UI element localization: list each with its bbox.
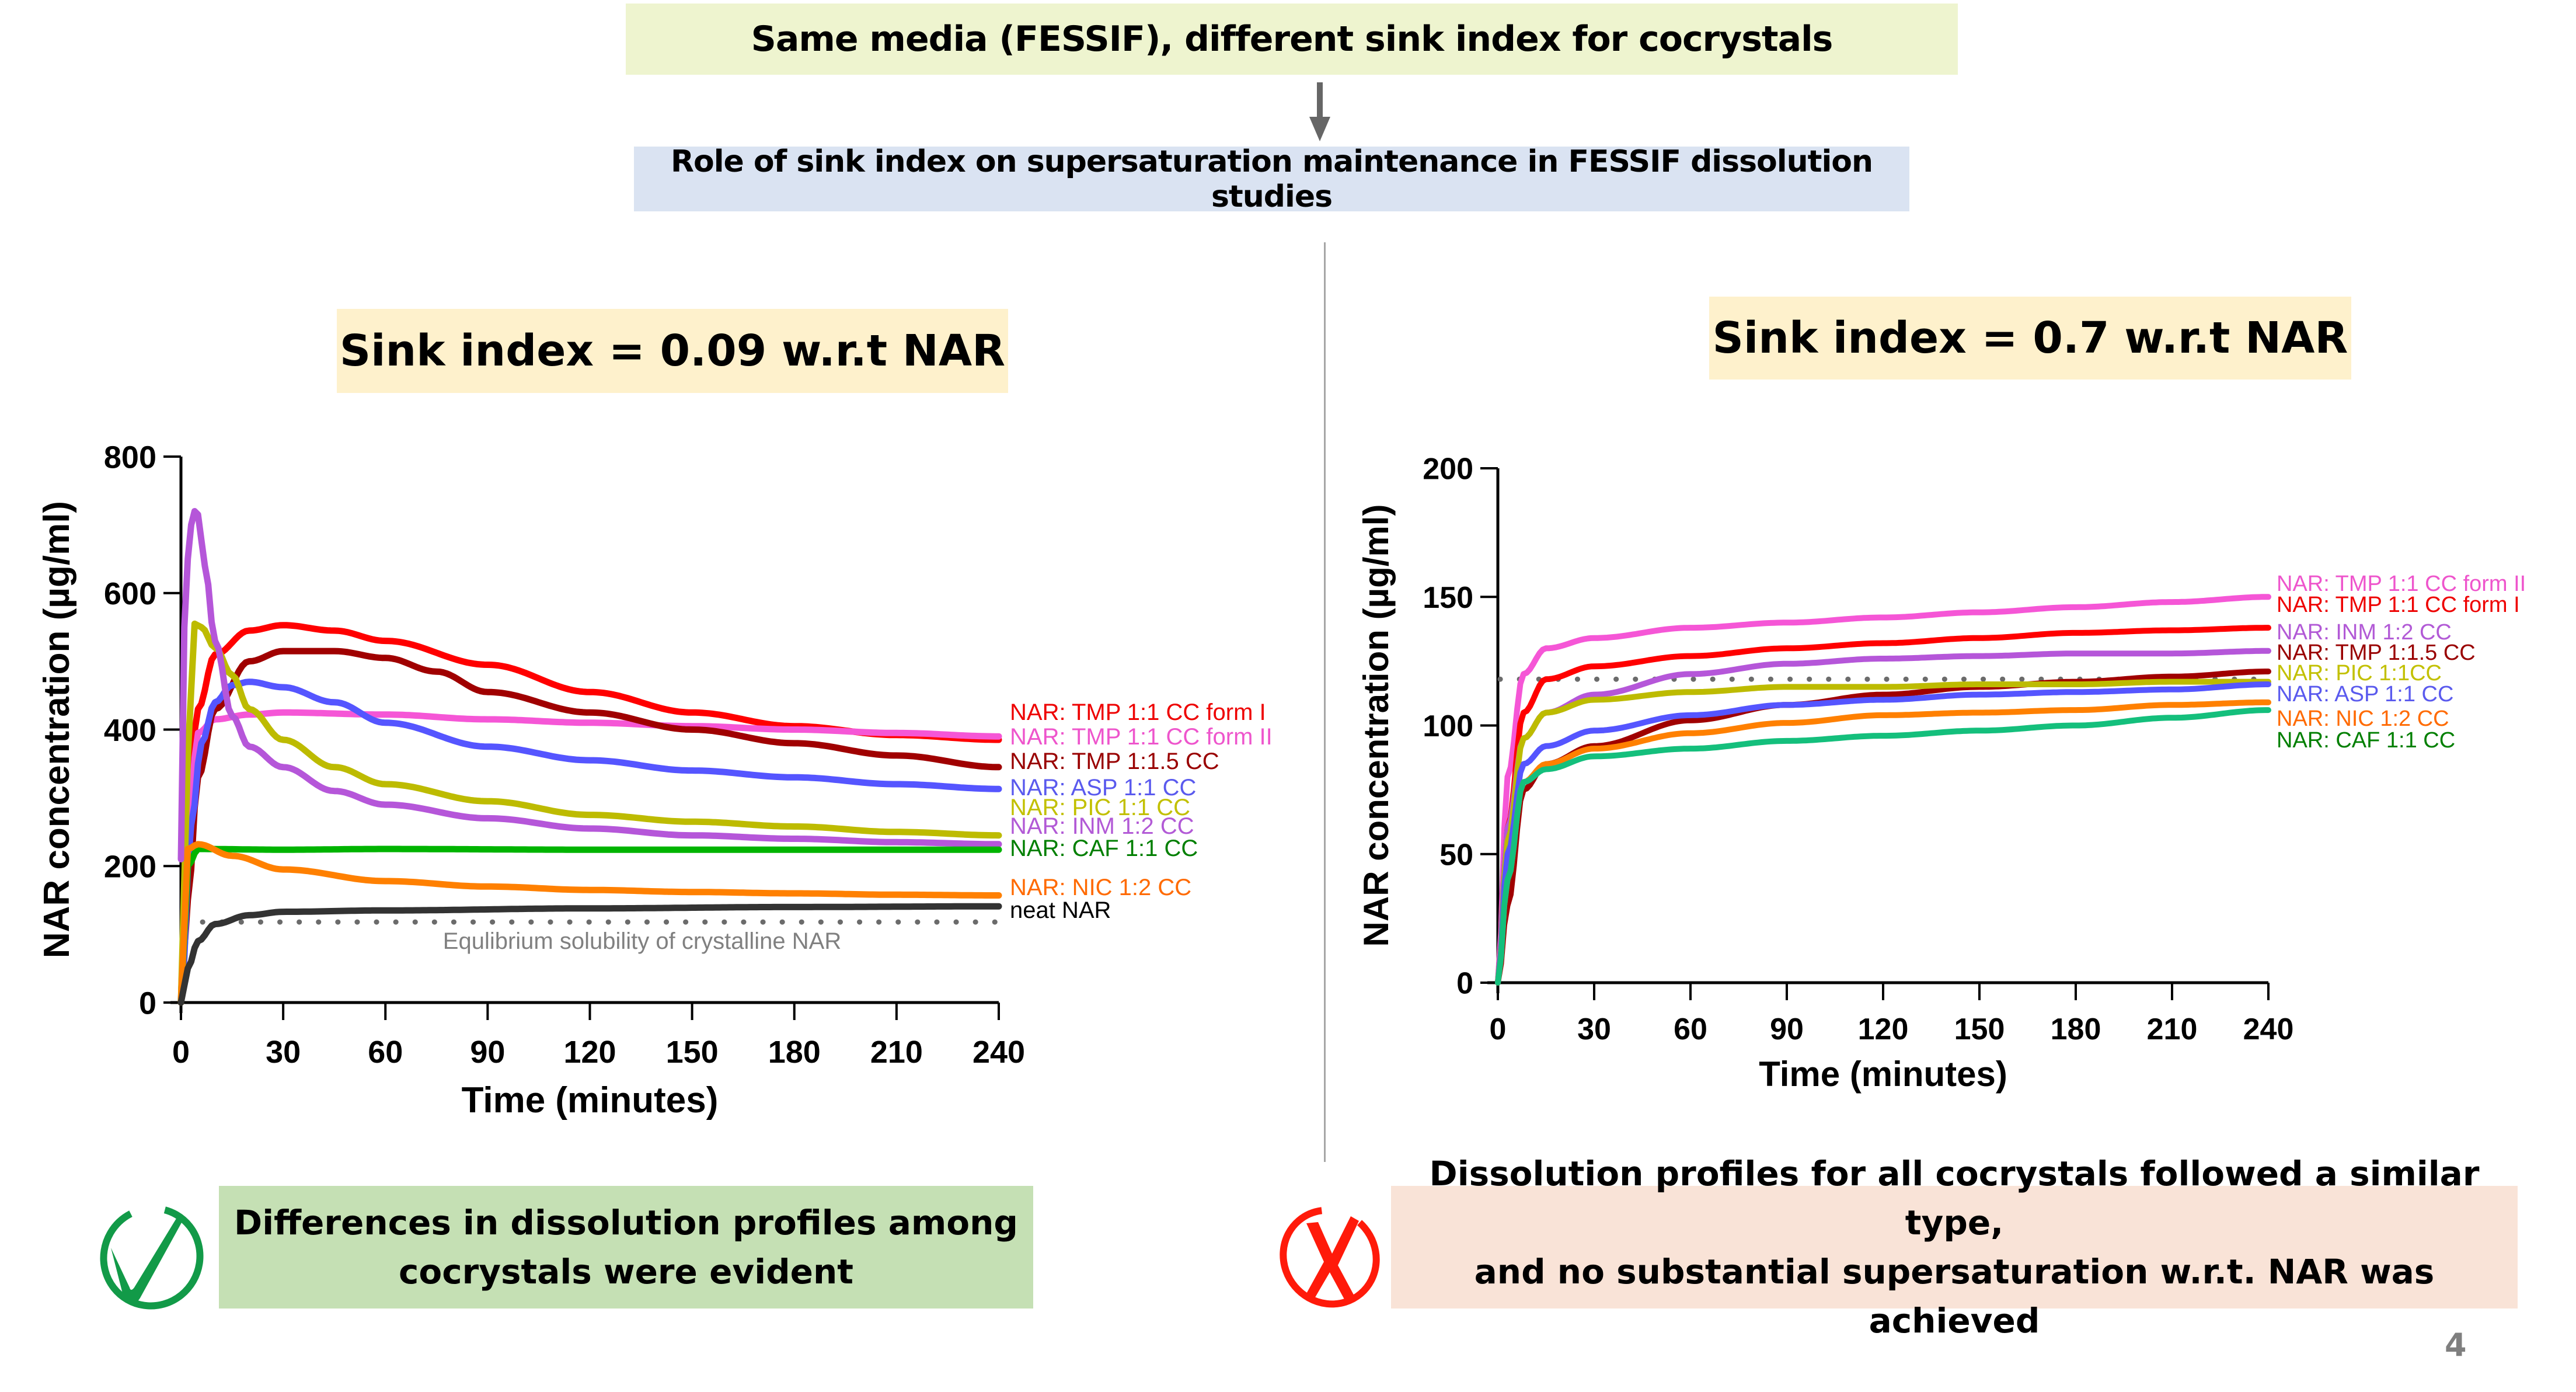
- page-number: 4: [2445, 1327, 2467, 1363]
- legend-label-8: neat NAR: [1010, 897, 1111, 923]
- chart-left-sink-0-09: 0 200 400 600 800 0 30 60 90 120 150 180 210 240 Time …: [37, 440, 1273, 1120]
- legend-label-6: NAR: CAF 1:1 CC: [1010, 836, 1198, 861]
- x-tick-label: 90: [470, 1035, 505, 1070]
- legend-label-0: NAR: TMP 1:1 CC form II: [2277, 572, 2526, 596]
- series-line-3: [177, 678, 1002, 1006]
- y-tick-label: 200: [104, 850, 156, 885]
- x-tick-label: 210: [2147, 1012, 2198, 1046]
- series-line-4: [1495, 678, 2271, 986]
- down-arrow-icon: [1317, 82, 1323, 120]
- series-line-6: [177, 845, 1002, 1006]
- x-tick-label: 0: [172, 1035, 190, 1070]
- x-tick-label: 150: [1954, 1012, 2005, 1046]
- y-tick-label: 150: [1423, 581, 1473, 615]
- y-axis-label: NAR concentration (µg/ml): [37, 501, 77, 958]
- left-conclusion-box: Differences in dissolution profiles amon…: [219, 1186, 1033, 1309]
- legend-label-5: NAR: ASP 1:1 CC: [2277, 682, 2453, 707]
- equilibrium-solubility-label: Equlibrium solubility of crystalline NAR: [443, 928, 841, 954]
- chart-right-sink-0-7: 0 50 100 150 200 0 30 60 90 120 150 180 210 240 Time (…: [1357, 453, 2526, 1094]
- y-tick-label: 0: [1456, 967, 1473, 1001]
- series-line-8: [177, 903, 1002, 1006]
- legend-label-3: NAR: ASP 1:1 CC: [1010, 775, 1196, 801]
- check-circle-icon: [100, 1205, 204, 1310]
- x-circle-icon: [1280, 1206, 1380, 1308]
- x-tick-label: 240: [972, 1035, 1025, 1070]
- y-tick-label: 800: [104, 440, 156, 475]
- x-tick-label: 180: [2051, 1012, 2101, 1046]
- series-line-4: [177, 620, 1002, 1006]
- y-axis-label: NAR concentration (µg/ml): [1357, 504, 1396, 947]
- left-conclusion-line-2: cocrystals were evident: [399, 1252, 853, 1292]
- header-subtitle: Role of sink index on supersaturation ma…: [670, 144, 1873, 214]
- series-line-7: [177, 841, 1002, 1006]
- legend-label-2: NAR: TMP 1:1.5 CC: [1010, 749, 1219, 774]
- header-subtitle-box: Role of sink index on supersaturation ma…: [634, 144, 1909, 214]
- legend-label-4: NAR: PIC 1:1 CC: [1010, 795, 1190, 820]
- x-tick-label: 0: [1490, 1012, 1507, 1046]
- x-tick-label: 60: [1674, 1012, 1707, 1046]
- x-tick-label: 120: [563, 1035, 616, 1070]
- header-title-box: Same media (FESSIF), different sink inde…: [626, 4, 1958, 75]
- header-title: Same media (FESSIF), different sink inde…: [751, 19, 1833, 60]
- left-conclusion-line-1: Differences in dissolution profiles amon…: [234, 1202, 1018, 1243]
- y-tick-label: 0: [139, 986, 156, 1021]
- y-tick-label: 50: [1439, 838, 1473, 872]
- series-line-0: [1495, 594, 2271, 986]
- right-panel-title-box: Sink index = 0.7 w.r.t NAR: [1709, 297, 2351, 380]
- legend-label-4: NAR: PIC 1:1CC: [2277, 661, 2442, 685]
- right-conclusion-box: Dissolution profiles for all cocrystals …: [1391, 1154, 2518, 1341]
- legend-label-1: NAR: TMP 1:1 CC form II: [1010, 724, 1273, 750]
- series-line-1: [177, 709, 1002, 1006]
- x-tick-label: 180: [768, 1035, 821, 1070]
- x-tick-label: 90: [1770, 1012, 1804, 1046]
- legend-label-0: NAR: TMP 1:1 CC form I: [1010, 700, 1266, 725]
- x-tick-label: 240: [2243, 1012, 2294, 1046]
- x-axis-label: Time (minutes): [462, 1080, 719, 1120]
- y-tick-label: 200: [1423, 453, 1473, 486]
- x-axis-label: Time (minutes): [1759, 1055, 2007, 1094]
- right-conclusion-line-1: Dissolution profiles for all cocrystals …: [1429, 1153, 2480, 1243]
- x-tick-label: 60: [368, 1035, 403, 1070]
- arrow-head-icon: [1309, 117, 1330, 141]
- series-line-1: [1495, 625, 2271, 986]
- legend-label-5: NAR: INM 1:2 CC: [1010, 813, 1194, 839]
- legend-label-1: NAR: TMP 1:1 CC form I: [2277, 593, 2520, 617]
- series-line-2: [1495, 648, 2271, 986]
- x-tick-label: 30: [1577, 1012, 1611, 1046]
- x-tick-label: 150: [666, 1035, 719, 1070]
- panel-divider: [1324, 242, 1326, 1162]
- series-line-5: [177, 508, 1002, 863]
- y-tick-label: 400: [104, 713, 156, 748]
- legend-label-6: NAR: NIC 1:2 CC: [2277, 707, 2449, 731]
- series-line-5: [1495, 681, 2271, 986]
- left-panel-title-box: Sink index = 0.09 w.r.t NAR: [337, 309, 1008, 393]
- legend-label-7: NAR: CAF 1:1 CC: [2277, 728, 2455, 753]
- series-line-2: [177, 648, 1002, 1006]
- right-panel-title: Sink index = 0.7 w.r.t NAR: [1712, 313, 2348, 363]
- series-line-7: [1495, 707, 2271, 986]
- legend-label-7: NAR: NIC 1:2 CC: [1010, 875, 1191, 900]
- series-line-3: [1495, 669, 2271, 986]
- legend-label-3: NAR: TMP 1:1.5 CC: [2277, 641, 2476, 665]
- x-tick-label: 30: [266, 1035, 301, 1070]
- x-tick-label: 120: [1858, 1012, 1909, 1046]
- y-tick-label: 100: [1423, 709, 1473, 743]
- legend-label-2: NAR: INM 1:2 CC: [2277, 620, 2452, 645]
- left-panel-title: Sink index = 0.09 w.r.t NAR: [339, 326, 1006, 376]
- y-tick-label: 600: [104, 576, 156, 611]
- right-conclusion-line-2: and no substantial supersaturation w.r.t…: [1474, 1252, 2435, 1341]
- x-tick-label: 210: [870, 1035, 923, 1070]
- series-line-6: [1495, 699, 2271, 986]
